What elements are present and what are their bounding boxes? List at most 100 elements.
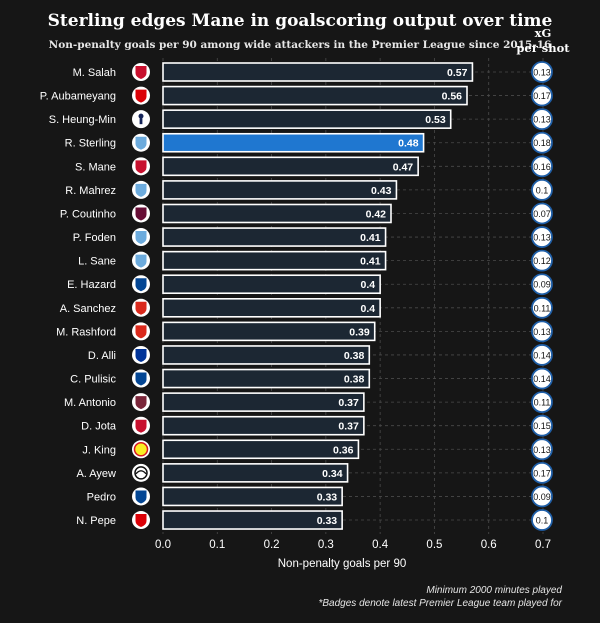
bar-value-label: 0.37 [338,397,359,409]
player-label: N. Pepe [76,515,116,527]
xg-circle [531,461,553,484]
badge-emblem [135,348,147,362]
player-label: D. Alli [88,350,116,362]
xg-circle [531,414,553,437]
xg-circle [531,438,553,461]
badge-emblem [135,514,147,528]
player-label: S. Mane [75,161,116,173]
xg-value: 0.1 [536,185,549,195]
man-city-badge-icon [132,133,150,152]
labels-layer: M. Salah P. Aubameyang S. Heung-Min R. Ster… [40,67,117,527]
x-axis-label: Non-penalty goals per 90 [278,558,407,570]
swansea-badge-icon [132,463,150,482]
bar-value-label: 0.57 [447,67,468,79]
xg-circle [531,249,553,272]
bar-value-label: 0.34 [322,468,343,480]
bar-value-label: 0.47 [393,161,414,173]
xg-value: 0.11 [534,303,551,313]
x-axis: 0.0 0.1 0.2 0.3 0.4 0.5 0.6 0.7 [155,539,551,551]
bar [162,368,371,389]
xg-value: 0.15 [533,421,551,431]
bar [162,297,381,318]
grid-layer [162,58,544,535]
player-label: M. Rashford [56,326,116,338]
badges-layer [132,63,150,530]
xg-circle [531,84,553,107]
bar-highlight [162,132,425,153]
everton-badge-icon [132,345,150,364]
xg-value: 0.17 [533,91,551,101]
bar-value-label: 0.43 [371,185,392,197]
bar-value-label: 0.48 [398,138,419,150]
bar [162,180,398,200]
badge-emblem [133,442,149,457]
x-tick-label: 0.0 [155,539,171,551]
x-tick-label: 0.7 [535,539,551,551]
bar [162,392,365,412]
player-label: P. Foden [73,232,116,244]
x-tick-label: 0.2 [264,539,280,551]
bar-value-label: 0.41 [360,256,381,268]
bar-value-label: 0.38 [344,350,365,362]
bar-value-label: 0.37 [338,421,359,433]
xg-circle [531,202,553,225]
xg-circle [531,108,553,131]
xg-value: 0.12 [533,256,551,266]
xg-value: 0.18 [533,138,551,148]
bar [162,274,381,295]
xg-circle [531,391,553,414]
xg-header-line: xG [534,26,552,40]
player-label: P. Aubameyang [40,91,116,103]
x-tick-label: 0.5 [426,539,442,551]
badge-emblem [135,490,147,504]
bar [162,486,343,507]
player-label: P. Coutinho [60,208,116,220]
badge-emblem [135,325,147,339]
badge-emblem [135,396,147,410]
badge-emblem [135,419,147,433]
bar [162,203,392,224]
chart-subtitle: Non-penalty goals per 90 among wide atta… [48,39,552,51]
badge-emblem [134,466,148,480]
badge-emblem [135,254,147,268]
bar-value-label: 0.33 [317,515,338,527]
bar [162,415,365,436]
badge-emblem [135,183,147,197]
xg-value: 0.07 [533,209,551,219]
badge-emblem [135,66,147,79]
chart-title: Sterling edges Mane in goalscoring outpu… [47,11,553,31]
xg-circle [531,344,553,366]
liverpool-badge-icon [132,157,150,176]
player-label: A. Ayew [76,468,116,480]
bar-value-label: 0.36 [333,444,354,456]
arsenal-badge-icon [132,511,150,530]
xg-value: 0.09 [533,492,551,502]
bar [162,227,387,247]
xg-layer: 0.13 0.17 0.13 0.18 0.16 0.1 0.07 0.13 0.12 0.09 0… [531,61,553,531]
xg-value: 0.11 [534,398,551,408]
liverpool-badge-icon [132,416,150,435]
bar [162,463,349,483]
xg-circle [531,320,553,343]
chelsea-badge-icon [132,487,150,506]
bar [162,321,376,342]
chelsea-badge-icon [132,275,150,294]
xg-value: 0.13 [533,445,551,455]
xg-circle [531,367,553,390]
player-label: R. Sterling [65,138,116,150]
player-label: L. Sane [78,256,116,268]
xg-value: 0.09 [533,280,551,290]
badge-emblem [135,372,147,386]
bar [162,85,468,106]
bar [162,62,474,82]
bar [162,156,419,177]
bar [162,439,360,460]
player-label: Pedro [87,491,116,503]
bar-value-label: 0.4 [361,279,376,291]
x-tick-label: 0.6 [481,539,497,551]
xg-column-header: xG per shot [510,26,576,56]
player-label: J. King [82,444,116,456]
badge-emblem [135,301,147,315]
player-label: S. Heung-Min [49,114,116,126]
man-city-badge-icon [132,251,150,270]
